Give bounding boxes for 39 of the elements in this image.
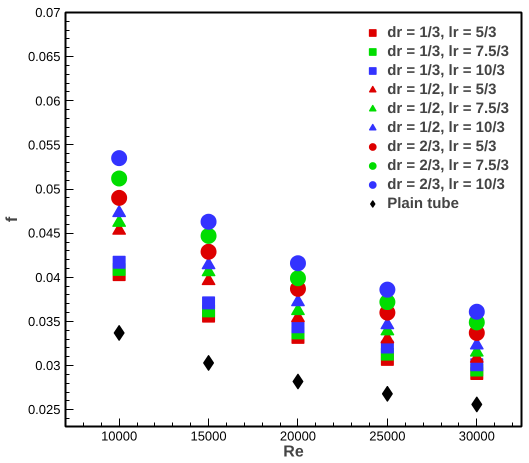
x-tick-label: 15000 bbox=[190, 428, 227, 444]
point bbox=[379, 282, 396, 298]
y-tick-label: 0.07 bbox=[35, 5, 61, 20]
point bbox=[202, 296, 216, 310]
x-tick-label: 20000 bbox=[280, 428, 316, 444]
point bbox=[111, 170, 128, 186]
legend-label: dr = 2/3, lr = 7.5/3 bbox=[387, 157, 509, 174]
legend-label: dr = 1/3, lr = 5/3 bbox=[387, 24, 496, 41]
legend-label: dr = 1/3, lr = 7.5/3 bbox=[387, 43, 509, 60]
y-tick-label: 0.06 bbox=[35, 93, 61, 108]
x-tick-label: 10000 bbox=[101, 428, 138, 444]
y-axis-title: f bbox=[4, 216, 21, 222]
legend-label: dr = 1/2, lr = 10/3 bbox=[387, 119, 505, 136]
point bbox=[200, 244, 217, 260]
y-tick-label: 0.03 bbox=[35, 358, 61, 374]
y-tick-label: 0.045 bbox=[28, 226, 61, 241]
legend-label: Plain tube bbox=[387, 195, 459, 212]
point bbox=[290, 255, 306, 272]
legend-label: dr = 1/2, lr = 5/3 bbox=[387, 81, 496, 98]
x-axis-title: Re bbox=[283, 444, 304, 460]
legend-label: dr = 1/2, lr = 7.5/3 bbox=[387, 100, 509, 117]
y-tick-label: 0.035 bbox=[28, 314, 61, 329]
y-tick-label: 0.04 bbox=[35, 270, 61, 285]
point bbox=[290, 270, 306, 286]
y-tick-label: 0.05 bbox=[35, 182, 61, 197]
point bbox=[200, 214, 217, 230]
point bbox=[111, 150, 128, 166]
legend-label: dr = 2/3, lr = 10/3 bbox=[387, 176, 505, 193]
point bbox=[112, 256, 126, 269]
x-tick-label: 25000 bbox=[369, 428, 406, 444]
point bbox=[111, 190, 128, 206]
y-tick-label: 0.025 bbox=[28, 402, 61, 418]
point bbox=[468, 304, 485, 320]
y-tick-label: 0.055 bbox=[28, 137, 61, 152]
x-tick-label: 30000 bbox=[458, 428, 495, 444]
point bbox=[200, 228, 217, 244]
legend-label: dr = 2/3, lr = 5/3 bbox=[387, 138, 496, 155]
legend-label: dr = 1/3, lr = 10/3 bbox=[387, 62, 505, 79]
y-tick-label: 0.065 bbox=[28, 49, 61, 64]
